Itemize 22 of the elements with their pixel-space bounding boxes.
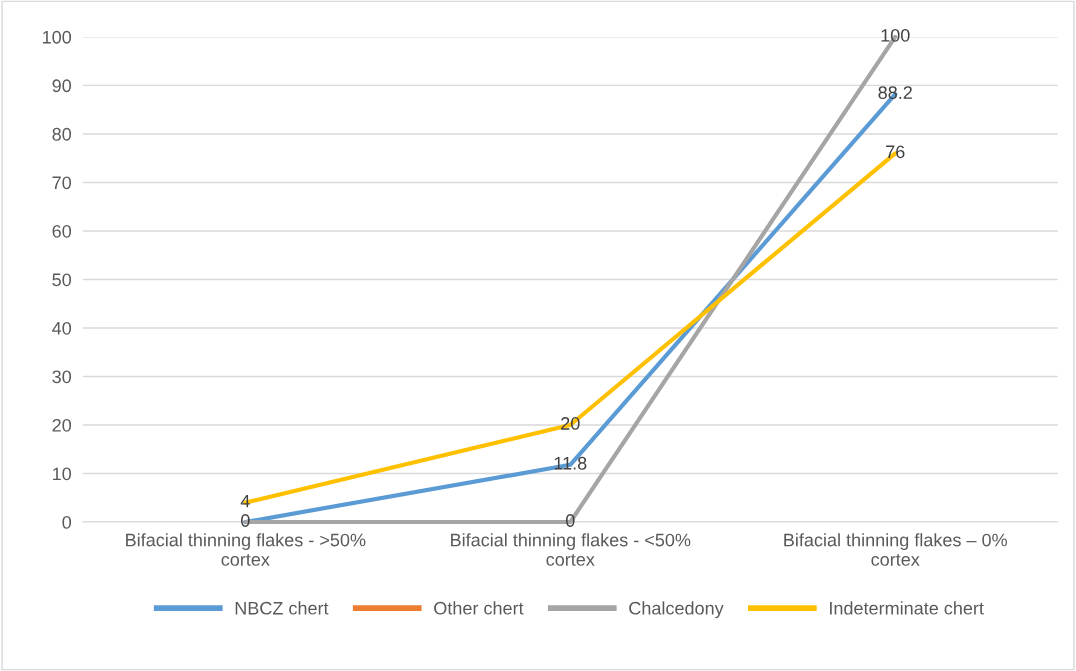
y-tick-label: 80 <box>52 127 72 141</box>
data-label: 76 <box>886 145 905 159</box>
legend-label: Indeterminate chert <box>830 601 984 615</box>
y-tick-label: 40 <box>52 321 72 335</box>
y-tick-label: 70 <box>52 176 72 190</box>
legend-label: Chalcedony <box>629 601 724 619</box>
data-label: 100 <box>881 28 910 42</box>
y-tick-label: 60 <box>52 224 72 238</box>
y-tick-label: 0 <box>62 515 72 529</box>
legend-label: Other chert <box>434 601 524 615</box>
x-tick-label: Bifacial thinning flakes – 0% cortex <box>784 533 1008 566</box>
data-label: 88.2 <box>878 86 912 99</box>
y-tick-label: 10 <box>53 467 72 481</box>
data-label: 0 <box>241 514 250 527</box>
y-tick-label: 30 <box>52 370 72 384</box>
legend-label: NBCZ chert <box>235 601 329 615</box>
y-tick-label: 90 <box>52 79 72 93</box>
y-tick-label: 100 <box>43 30 72 44</box>
x-tick-label: Bifacial thinning flakes - >50% cortex <box>126 533 366 566</box>
x-tick-label: Bifacial thinning flakes - <50% cortex <box>451 533 691 566</box>
y-tick-label: 50 <box>52 273 72 287</box>
y-tick-label: 20 <box>52 418 72 432</box>
